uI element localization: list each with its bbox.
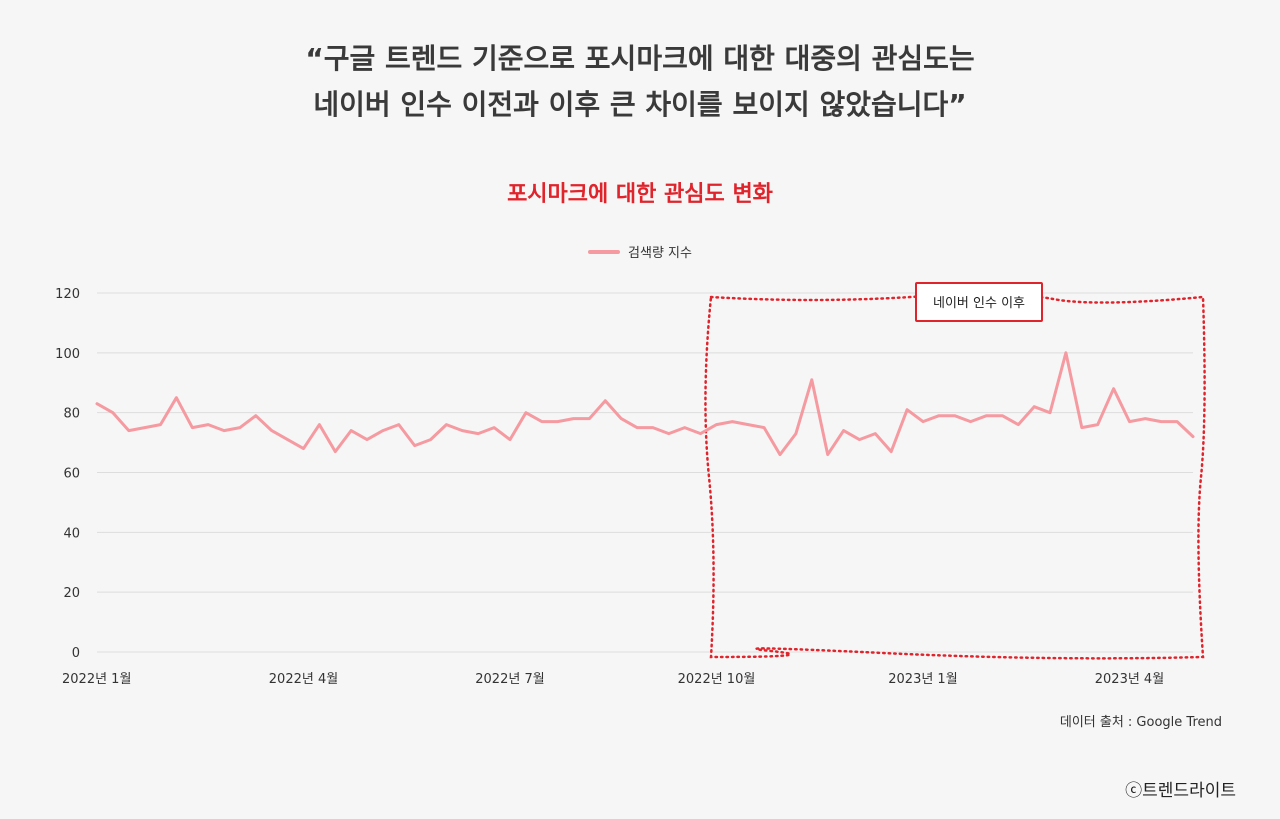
series-line bbox=[95, 351, 1195, 457]
data-point bbox=[461, 429, 464, 432]
data-point bbox=[302, 447, 305, 450]
data-point bbox=[826, 453, 829, 456]
data-point bbox=[365, 438, 369, 441]
data-point bbox=[222, 429, 226, 432]
data-point bbox=[1144, 417, 1147, 420]
data-point bbox=[651, 426, 655, 429]
data-point bbox=[191, 426, 194, 429]
x-tick-label: 2022년 7월 bbox=[475, 672, 544, 687]
data-point bbox=[1080, 426, 1084, 429]
data-point bbox=[477, 432, 480, 435]
data-point bbox=[588, 417, 591, 420]
data-point bbox=[318, 423, 321, 426]
data-point bbox=[1001, 414, 1004, 417]
data-point bbox=[429, 438, 432, 441]
data-point bbox=[794, 432, 798, 435]
annotation-box bbox=[704, 293, 1206, 660]
headline: “구글 트렌드 기준으로 포시마크에 대한 대중의 관심도는 네이버 인수 이전… bbox=[0, 36, 1280, 128]
data-point bbox=[143, 426, 146, 429]
data-point bbox=[1112, 387, 1115, 390]
copyright: ⓒ트렌드라이트 bbox=[1125, 781, 1236, 801]
annotation-label-box bbox=[915, 282, 1043, 322]
data-point bbox=[667, 432, 671, 435]
data-point bbox=[206, 423, 210, 426]
data-point bbox=[1048, 411, 1052, 414]
y-tick-label: 40 bbox=[63, 526, 80, 541]
data-point bbox=[397, 423, 400, 426]
data-point bbox=[810, 378, 813, 381]
x-tick-label: 2023년 1월 bbox=[888, 672, 957, 687]
legend-swatch bbox=[588, 249, 621, 254]
y-tick-label: 60 bbox=[63, 467, 80, 482]
data-point bbox=[254, 414, 258, 417]
data-point bbox=[349, 429, 353, 432]
data-point bbox=[111, 411, 115, 414]
data-point bbox=[762, 426, 766, 429]
data-point bbox=[1032, 405, 1036, 408]
data-point bbox=[635, 426, 639, 429]
data-point bbox=[413, 444, 416, 447]
data-point bbox=[1191, 435, 1195, 438]
data-point bbox=[492, 426, 496, 429]
x-tick-label: 2022년 1월 bbox=[62, 672, 131, 687]
chart-legend: 검색량 지수 bbox=[0, 242, 1280, 261]
data-point bbox=[715, 423, 718, 426]
data-point bbox=[270, 429, 273, 432]
data-point bbox=[127, 429, 130, 432]
data-point bbox=[238, 426, 242, 429]
x-tick-label: 2022년 10월 bbox=[678, 672, 756, 687]
annotation-label: 네이버 인수 이후 bbox=[933, 296, 1025, 311]
data-point bbox=[286, 438, 289, 441]
data-point bbox=[937, 414, 941, 417]
data-point bbox=[1175, 420, 1179, 423]
data-point bbox=[969, 420, 972, 423]
data-point bbox=[842, 429, 845, 432]
data-point bbox=[604, 399, 607, 402]
data-point bbox=[381, 429, 385, 432]
data-point bbox=[619, 417, 623, 420]
data-point bbox=[699, 432, 702, 435]
y-tick-label: 80 bbox=[63, 407, 80, 422]
data-point bbox=[1160, 420, 1163, 423]
data-point bbox=[1064, 351, 1068, 355]
data-point bbox=[953, 414, 956, 417]
data-point bbox=[683, 426, 686, 429]
data-point bbox=[1128, 420, 1131, 423]
data-point bbox=[905, 408, 909, 411]
data-point bbox=[731, 420, 734, 423]
data-point bbox=[175, 396, 178, 399]
data-point bbox=[524, 411, 528, 414]
data-point bbox=[747, 423, 750, 426]
data-point bbox=[159, 423, 162, 426]
legend-label: 검색량 지수 bbox=[628, 246, 692, 261]
y-tick-label: 120 bbox=[55, 287, 80, 302]
data-point bbox=[445, 423, 448, 426]
data-point bbox=[985, 414, 988, 417]
y-tick-label: 100 bbox=[55, 347, 80, 362]
data-point bbox=[540, 420, 543, 423]
data-point bbox=[778, 453, 782, 456]
data-point bbox=[572, 417, 575, 420]
y-tick-label: 0 bbox=[72, 646, 80, 661]
chart-title: 포시마크에 대한 관심도 변화 bbox=[507, 182, 773, 207]
data-point bbox=[921, 420, 925, 423]
data-point bbox=[556, 420, 559, 423]
data-point bbox=[95, 402, 99, 405]
x-tick-label: 2022년 4월 bbox=[269, 672, 338, 687]
data-point bbox=[334, 450, 337, 453]
data-source: 데이터 출처 : Google Trend bbox=[1059, 715, 1222, 730]
headline-line-1: “구글 트렌드 기준으로 포시마크에 대한 대중의 관심도는 bbox=[305, 42, 975, 75]
headline-line-2: 네이버 인수 이전과 이후 큰 차이를 보이지 않았습니다” bbox=[313, 88, 967, 121]
data-point bbox=[508, 438, 512, 441]
data-point bbox=[890, 450, 893, 453]
data-point bbox=[874, 432, 877, 435]
data-point bbox=[858, 438, 861, 441]
data-point bbox=[1096, 423, 1099, 426]
x-tick-label: 2023년 4월 bbox=[1095, 672, 1164, 687]
data-point bbox=[1017, 423, 1020, 426]
y-tick-label: 20 bbox=[63, 586, 80, 601]
